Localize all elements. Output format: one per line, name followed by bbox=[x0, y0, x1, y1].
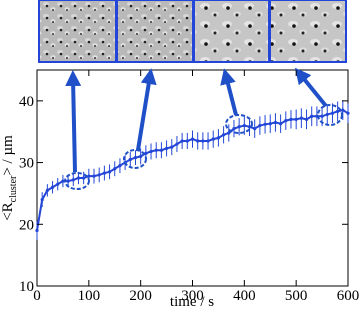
data-point bbox=[206, 139, 210, 143]
data-line bbox=[36, 109, 349, 231]
data-point bbox=[128, 157, 132, 162]
data-point bbox=[102, 171, 106, 175]
data-point bbox=[76, 176, 81, 180]
data-point bbox=[50, 185, 55, 189]
x-tick-label: 600 bbox=[337, 288, 360, 304]
data-point bbox=[201, 139, 205, 143]
data-point bbox=[284, 119, 288, 123]
data-point bbox=[139, 154, 143, 158]
highlight-circle bbox=[225, 114, 253, 134]
data-point bbox=[330, 111, 335, 115]
data-point bbox=[175, 142, 179, 146]
data-point bbox=[154, 148, 158, 152]
highlight-circle bbox=[317, 104, 343, 126]
data-point bbox=[149, 149, 153, 154]
data-point bbox=[71, 178, 75, 182]
data-point bbox=[299, 116, 303, 120]
highlight-circle bbox=[123, 149, 147, 169]
data-point bbox=[92, 174, 96, 178]
arrow bbox=[294, 67, 328, 108]
data-point bbox=[279, 122, 283, 126]
data-point bbox=[268, 122, 272, 126]
arrow bbox=[65, 70, 82, 173]
x-tick-label: 100 bbox=[78, 288, 101, 304]
y-label-subscript: cluster bbox=[8, 175, 19, 202]
data-point bbox=[247, 125, 252, 129]
data-point bbox=[97, 173, 101, 177]
y-label-part: > / µm bbox=[0, 135, 16, 176]
arrow bbox=[220, 68, 238, 116]
data-point bbox=[273, 120, 278, 125]
x-tick-label: 200 bbox=[129, 288, 152, 304]
x-axis-label: time / s bbox=[170, 294, 214, 310]
x-tick-label: 300 bbox=[181, 288, 204, 304]
data-point bbox=[180, 139, 184, 143]
micrograph bbox=[116, 0, 194, 63]
data-point bbox=[61, 179, 65, 183]
data-point bbox=[336, 109, 340, 113]
data-point bbox=[159, 148, 163, 152]
y-tick-label: 30 bbox=[19, 156, 34, 172]
x-tick-label: 500 bbox=[285, 288, 308, 304]
data-point bbox=[66, 179, 70, 183]
micrograph bbox=[38, 0, 117, 63]
x-tick-label: 0 bbox=[33, 288, 41, 304]
highlight-circle bbox=[64, 172, 90, 190]
micrograph bbox=[193, 0, 270, 63]
data-point bbox=[237, 125, 241, 129]
y-axis-label: <Rcluster> / µm bbox=[0, 135, 19, 221]
data-point bbox=[320, 114, 324, 118]
data-point bbox=[196, 139, 200, 143]
data-point bbox=[232, 127, 236, 131]
y-tick-label: 20 bbox=[19, 217, 34, 233]
data-point bbox=[216, 136, 221, 140]
arrow bbox=[136, 68, 157, 151]
data-point bbox=[242, 123, 246, 128]
micrographs bbox=[38, 0, 347, 63]
data-point bbox=[227, 131, 231, 135]
data-point bbox=[304, 117, 309, 121]
data-point bbox=[40, 198, 44, 202]
data-point bbox=[325, 112, 329, 117]
data-point bbox=[185, 139, 189, 143]
data-point bbox=[310, 114, 314, 118]
data-point bbox=[211, 137, 215, 141]
data-point bbox=[164, 146, 169, 150]
y-tick-label: 10 bbox=[19, 279, 34, 295]
micrograph bbox=[269, 0, 347, 63]
plot-area bbox=[35, 100, 350, 240]
data-point bbox=[190, 137, 195, 141]
data-point bbox=[133, 156, 138, 160]
data-point bbox=[35, 228, 39, 233]
data-point bbox=[87, 174, 91, 178]
data-point bbox=[289, 117, 293, 121]
data-point bbox=[82, 176, 86, 180]
annotations bbox=[64, 67, 343, 190]
data-point bbox=[341, 108, 345, 112]
data-point bbox=[45, 188, 49, 192]
y-label-part: <R bbox=[0, 202, 16, 220]
data-point bbox=[118, 164, 122, 168]
data-point bbox=[294, 117, 298, 121]
y-tick-label: 40 bbox=[19, 94, 34, 110]
data-point bbox=[253, 127, 257, 131]
x-tick-label: 400 bbox=[233, 288, 256, 304]
data-point bbox=[263, 122, 267, 126]
data-point bbox=[222, 133, 226, 137]
data-point bbox=[170, 145, 174, 149]
data-point bbox=[107, 170, 112, 174]
data-point bbox=[56, 182, 60, 186]
data-point bbox=[346, 111, 350, 115]
data-point bbox=[113, 167, 117, 171]
data-point bbox=[258, 123, 262, 128]
